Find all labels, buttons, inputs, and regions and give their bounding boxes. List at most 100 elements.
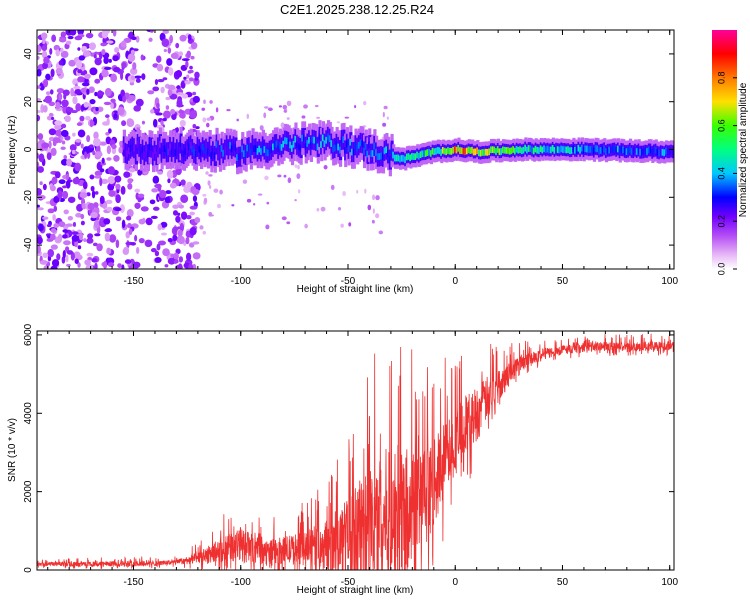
ridge-core	[483, 149, 487, 156]
ridge-core	[486, 149, 490, 156]
ridge-core	[404, 156, 408, 164]
ridge-core	[170, 148, 175, 156]
ridge-core	[498, 148, 502, 156]
ridge-core	[508, 147, 513, 155]
spectral-blob	[140, 54, 144, 61]
y-tick-label: 0	[23, 567, 34, 573]
spectral-blob	[85, 32, 94, 39]
spectral-blob	[75, 59, 83, 69]
spectral-blob	[163, 110, 171, 119]
ridge-core	[548, 146, 552, 154]
ridge-core	[625, 148, 629, 155]
spectral-blob	[126, 209, 134, 218]
spectral-blob	[79, 115, 85, 122]
spectral-blob	[176, 98, 183, 108]
spectral-blob	[86, 134, 91, 143]
spectral-blob	[94, 170, 103, 177]
ridge-core	[654, 146, 658, 154]
ridge-core	[440, 149, 444, 156]
spectral-blob	[75, 103, 82, 112]
ridge-core	[344, 147, 348, 154]
ridge-core	[606, 146, 610, 154]
spectral-blob	[119, 140, 123, 146]
spectral-blob	[194, 217, 201, 224]
spectral-blob	[74, 89, 83, 95]
spectral-blob	[80, 213, 85, 220]
spectral-blob	[342, 191, 346, 197]
spectral-blob	[76, 203, 84, 212]
ridge-core	[580, 144, 585, 152]
spectral-blob	[106, 157, 112, 161]
spectral-blob	[205, 171, 209, 175]
spectral-blob	[158, 190, 167, 199]
ridge-core	[363, 148, 367, 155]
spectral-blob	[115, 216, 122, 222]
spectral-blob	[201, 107, 206, 111]
x-tick-label: -150	[124, 577, 144, 588]
spectral-blob	[74, 258, 79, 264]
ridge-core	[646, 148, 650, 155]
spectral-blob	[178, 110, 185, 114]
spectral-blob	[336, 121, 341, 124]
spectral-blob	[44, 95, 53, 104]
spectral-blob	[84, 73, 91, 80]
spectral-blob	[111, 144, 117, 150]
spectral-blob	[108, 58, 112, 63]
spectral-blob	[152, 86, 160, 92]
ridge-core	[510, 147, 514, 155]
spectral-blob	[37, 142, 41, 150]
spectral-blob	[258, 193, 263, 196]
spectral-blob	[246, 198, 252, 203]
spectral-blob	[106, 247, 112, 255]
spectral-blob	[162, 77, 168, 81]
spectral-blob	[316, 208, 320, 212]
spectral-blob	[242, 179, 248, 184]
ridge-core	[203, 147, 207, 154]
spectral-blob	[84, 259, 91, 266]
ridge-core	[568, 147, 573, 155]
ridge-core	[541, 146, 545, 154]
ridge-core	[196, 143, 200, 151]
spectral-blob	[286, 100, 292, 107]
ridge-core	[282, 140, 286, 148]
ridge-core	[187, 143, 192, 151]
spectral-blob	[104, 87, 112, 97]
ridge-core	[131, 143, 135, 151]
spectral-blob	[137, 169, 143, 176]
spectral-blob	[206, 122, 210, 128]
ridge-core	[138, 143, 142, 151]
spectral-blob	[138, 218, 146, 225]
x-tick-label: -100	[231, 276, 251, 287]
spectral-blob	[179, 222, 185, 232]
ridge-core	[378, 153, 382, 160]
spectral-blob	[53, 205, 58, 212]
ridge-core	[155, 151, 159, 159]
spectral-blob	[175, 215, 181, 223]
x-tick-label: 50	[557, 577, 569, 588]
spectral-blob	[190, 55, 195, 60]
ridge-core	[174, 149, 178, 157]
ridge-core	[136, 140, 140, 148]
spectral-blob	[62, 229, 69, 233]
spectral-blob	[208, 174, 213, 177]
spectral-blob	[175, 69, 183, 78]
ridge-core	[347, 145, 351, 153]
spectral-blob	[113, 66, 121, 73]
ridge-core	[225, 141, 229, 149]
spectral-blob	[83, 238, 87, 242]
spectral-blob	[108, 189, 116, 197]
ridge-core	[364, 142, 368, 150]
spectral-blob	[49, 233, 56, 241]
spectral-blob	[316, 116, 321, 119]
spectral-blob	[80, 143, 84, 149]
ridge-core	[560, 145, 564, 153]
spectral-blob	[189, 110, 198, 119]
spectral-blob	[61, 99, 69, 108]
ridge-core	[524, 144, 528, 152]
spectrogram-ylabel: Frequency (Hz)	[7, 116, 18, 185]
spectral-blob	[69, 144, 77, 152]
ridge-core	[340, 136, 344, 144]
ridge-core	[369, 150, 374, 158]
ridge-core	[224, 146, 228, 154]
spectral-blob	[47, 208, 55, 214]
